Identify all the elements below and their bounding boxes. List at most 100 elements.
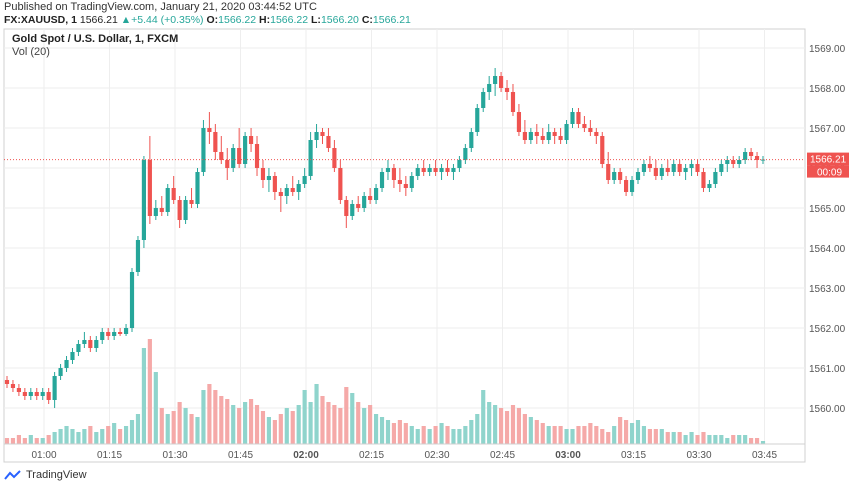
volume-bar <box>308 402 313 444</box>
volume-bar <box>302 390 307 444</box>
volume-bar <box>296 405 301 444</box>
candle-body <box>564 124 569 140</box>
x-tick-label: 01:30 <box>162 450 187 461</box>
volume-bar <box>106 426 111 444</box>
volume-bar <box>570 429 575 444</box>
candle-body <box>683 168 688 172</box>
candle-body <box>570 112 575 124</box>
high-label: H: <box>259 14 271 26</box>
candle-body <box>713 172 718 184</box>
grid-lines <box>4 29 805 444</box>
close-label: C: <box>361 14 373 26</box>
close-value: 1566.21 <box>372 14 411 26</box>
volume-bar <box>760 441 766 444</box>
y-tick-label: 1564.00 <box>809 244 846 255</box>
candle-body <box>22 392 27 396</box>
volume-bar <box>123 426 129 444</box>
candle-body <box>528 132 533 140</box>
candle-body <box>719 164 724 172</box>
candle-body <box>76 344 81 352</box>
candle-body <box>493 76 498 84</box>
countdown-bg <box>807 165 849 178</box>
candle-body <box>457 160 462 168</box>
volume-bar <box>635 420 641 444</box>
candle-body <box>88 340 93 348</box>
volume-bar <box>522 414 527 444</box>
volume-bar <box>487 402 492 444</box>
volume-bar <box>177 402 182 444</box>
candle-body <box>725 160 730 164</box>
volume-bar <box>266 417 272 444</box>
candle-body <box>677 164 682 172</box>
x-tick-label: 02:45 <box>490 450 515 461</box>
volume-bar <box>510 405 516 444</box>
candle-body <box>207 128 212 132</box>
candle-body <box>225 160 230 168</box>
candle-body <box>171 188 176 200</box>
candle-body <box>290 188 295 192</box>
volume-bar <box>350 393 355 444</box>
candle-body <box>576 112 581 124</box>
candle-body <box>451 168 456 172</box>
up-arrow-icon: ▲ <box>120 14 132 26</box>
volume-bar <box>731 435 736 444</box>
volume-bar <box>10 438 16 444</box>
candle-body <box>754 156 760 160</box>
change-text: +5.44 (+0.35%) <box>131 14 204 26</box>
volume-bar <box>576 426 581 444</box>
low-label: L: <box>311 14 321 26</box>
price-tag-text: 1566.21 <box>810 155 847 166</box>
volume-bar <box>207 384 212 444</box>
volume-bar <box>469 420 474 444</box>
volume-bar <box>237 408 242 444</box>
candle-body <box>272 176 277 192</box>
candle-body <box>749 152 754 156</box>
volume-bar <box>225 399 230 444</box>
candle-body <box>695 164 700 172</box>
volume-bar <box>46 435 51 444</box>
y-tick-label: 1569.00 <box>809 44 846 55</box>
volume-bar <box>290 411 295 444</box>
volume-bar <box>344 387 349 444</box>
volume-bar <box>659 429 664 444</box>
candle-body <box>10 384 16 388</box>
low-value: 1566.20 <box>320 14 359 26</box>
volume-bar <box>189 414 194 444</box>
candle-body <box>647 164 652 168</box>
candle-body <box>231 148 236 168</box>
volume-bar <box>88 426 93 444</box>
candle-body <box>356 204 361 208</box>
volume-bar <box>82 429 87 444</box>
volume-bar <box>213 390 218 444</box>
candle-body <box>540 136 545 140</box>
candle-body <box>100 332 105 340</box>
candle-body <box>373 188 379 200</box>
candle-body <box>254 144 260 168</box>
y-tick-label: 1562.00 <box>809 324 846 335</box>
volume-bar <box>338 408 343 444</box>
volume-bar <box>713 435 718 444</box>
candle-body <box>4 380 10 384</box>
volume-bar <box>284 408 289 444</box>
volume-bar <box>588 423 593 444</box>
volume-bar <box>606 432 611 444</box>
x-tick-label: 03:15 <box>621 450 646 461</box>
volume-bar <box>118 429 123 444</box>
candle-body <box>129 272 135 328</box>
candle-body <box>118 332 123 334</box>
volume-bar <box>171 411 176 444</box>
x-tick-label: 02:00 <box>293 450 319 461</box>
candle-body <box>243 136 248 164</box>
candle-body <box>463 148 468 160</box>
candle-body <box>159 208 164 212</box>
candle-body <box>475 108 480 132</box>
chart-title: Gold Spot / U.S. Dollar, 1, FXCM <box>12 33 178 45</box>
volume-bar <box>540 423 545 444</box>
x-tick-label: 01:45 <box>228 450 253 461</box>
candle-body <box>439 168 444 172</box>
price-tag: 1566.21 00:09 <box>807 152 849 179</box>
candle-body <box>510 92 516 112</box>
candle-body <box>28 392 33 396</box>
volume-bar <box>409 426 414 444</box>
